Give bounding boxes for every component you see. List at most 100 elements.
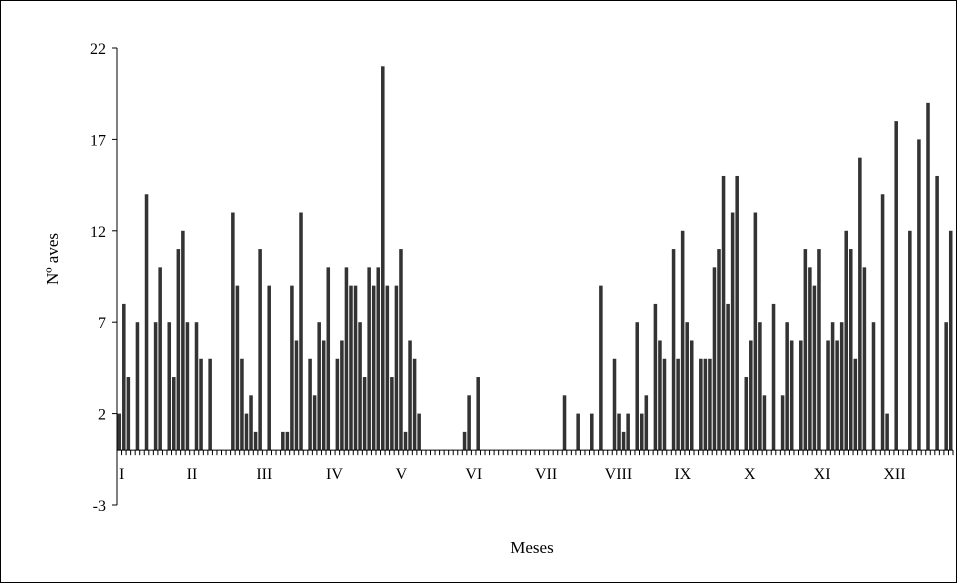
x-tick-label: VIII [605, 466, 633, 483]
bar [326, 267, 331, 451]
bar [712, 267, 717, 451]
bar [144, 194, 149, 451]
bar [621, 431, 626, 451]
bar [344, 267, 349, 451]
bar [562, 395, 567, 451]
bar [367, 267, 371, 451]
bar [935, 175, 939, 451]
bar [862, 267, 867, 451]
bar [253, 431, 258, 451]
bar [353, 285, 358, 451]
bar [789, 340, 794, 451]
bar [194, 322, 199, 451]
bar [839, 322, 844, 451]
y-tick-label: 2 [98, 407, 106, 424]
bar [744, 377, 749, 451]
bar [349, 285, 353, 451]
y-tick-label: 12 [90, 224, 106, 241]
bar [780, 395, 785, 451]
bar [717, 249, 721, 451]
x-tick-label: IX [674, 466, 691, 483]
bar [926, 102, 930, 451]
bar [703, 358, 708, 451]
axes-group [112, 47, 954, 506]
bar [662, 358, 667, 451]
bar [658, 340, 662, 451]
bar [812, 285, 817, 451]
bar [412, 358, 417, 451]
x-tick-label: XI [814, 466, 831, 483]
bar [462, 431, 467, 451]
x-tick-label: XII [883, 466, 905, 483]
bar [599, 285, 603, 451]
bar [285, 431, 290, 451]
bar [240, 358, 244, 451]
y-tick-label: 7 [98, 315, 106, 332]
bar [762, 395, 767, 451]
bar [726, 303, 730, 451]
bar [153, 322, 158, 451]
bar [853, 358, 858, 451]
bar [617, 413, 621, 451]
bar [671, 249, 676, 451]
bar [785, 322, 789, 451]
bar [235, 285, 240, 451]
bar [612, 358, 617, 451]
bar [335, 358, 340, 451]
bar [312, 395, 317, 451]
bar [126, 377, 131, 451]
bar [653, 303, 658, 451]
bar [685, 322, 689, 451]
bar [771, 303, 776, 451]
x-tick-label: I [119, 466, 124, 483]
bar [826, 340, 830, 451]
bar [689, 340, 694, 451]
bar [708, 358, 712, 451]
y-axis-title: Nº aves [43, 233, 62, 285]
bar [317, 322, 321, 451]
bars-group [117, 66, 953, 451]
x-tick-label: IV [326, 466, 343, 483]
bar [158, 267, 162, 451]
bar [135, 322, 140, 451]
bar [858, 157, 862, 451]
bar [176, 249, 181, 451]
bar [835, 340, 839, 451]
bar [885, 413, 889, 451]
bar [371, 285, 376, 451]
bar [394, 285, 399, 451]
bar [871, 322, 876, 451]
x-tick-label: X [744, 466, 756, 483]
bar [758, 322, 762, 451]
bar [626, 413, 630, 451]
x-tick-label: VII [535, 466, 557, 483]
bar [172, 377, 176, 451]
bar [808, 267, 812, 451]
bar [281, 431, 285, 451]
y-tick-label: -3 [93, 498, 106, 515]
bar [576, 413, 580, 451]
bar [644, 395, 649, 451]
bar [208, 358, 212, 451]
bar [294, 340, 299, 451]
bar [362, 377, 367, 451]
y-tick-label: 22 [90, 41, 106, 58]
bar [680, 230, 685, 451]
bar [408, 340, 412, 451]
bar [803, 249, 808, 451]
bar [844, 230, 848, 451]
bar [817, 249, 821, 451]
bar [799, 340, 803, 451]
bar [635, 322, 639, 451]
bar [185, 322, 190, 451]
bar [181, 230, 185, 451]
bar [894, 121, 898, 451]
bar [340, 340, 344, 451]
bar [417, 413, 421, 451]
bar [749, 340, 753, 451]
bar [299, 212, 303, 451]
bar [948, 230, 953, 451]
bar [735, 175, 739, 451]
